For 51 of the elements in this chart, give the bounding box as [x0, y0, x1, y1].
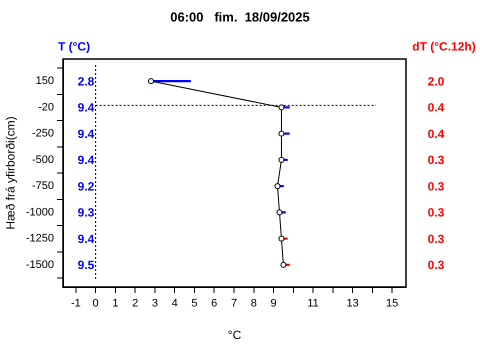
y-tick-label: 150	[36, 75, 54, 88]
y-tick-label: -750	[32, 180, 54, 192]
point	[278, 156, 284, 163]
y-tick-label: -500	[32, 154, 54, 166]
data-label: 0.3	[428, 153, 445, 168]
annotation: 9.4	[78, 232, 95, 246]
x-tick-label: 9	[270, 298, 277, 310]
data-label: 0.3	[428, 179, 445, 194]
y-axis-title: Hæð frá yfirborði(cm)	[4, 116, 18, 230]
y-tick-label: -1000	[26, 206, 54, 218]
point	[280, 262, 286, 268]
x-tick-label: 6	[211, 298, 218, 310]
x-tick-label: 15	[386, 298, 398, 310]
x-tick-label: 5	[191, 298, 198, 310]
annotation: 9.3	[78, 206, 95, 220]
x-tick-label: 0	[92, 298, 99, 310]
x-tick-label: 11	[307, 298, 319, 310]
annotation: 9.4	[78, 100, 95, 115]
x-tick-label: 7	[230, 298, 238, 310]
x-tick-label: 2	[132, 298, 138, 310]
data-label: 0.4	[428, 126, 445, 141]
data-label: 0.3	[428, 232, 445, 246]
x-tick-label: 1	[112, 298, 118, 310]
x-tick-label: 8	[250, 298, 257, 310]
x-tick-label: 3	[152, 298, 158, 310]
point	[148, 78, 154, 84]
point	[278, 130, 284, 137]
point	[274, 183, 280, 190]
x-tick-label: 4	[172, 298, 178, 310]
data-label: 0.3	[428, 206, 445, 220]
point	[278, 236, 284, 242]
data-label: 0.3	[428, 258, 445, 272]
point	[276, 209, 282, 216]
chart-title: 06:00 fim. 18/09/2025	[170, 10, 310, 25]
data-label: 2.0	[428, 74, 445, 88]
annotation: 2.8	[78, 74, 95, 88]
x-tick-label: 13	[346, 298, 359, 310]
y-tick-label: -1500	[26, 258, 54, 271]
x-tick-label: -1	[70, 298, 81, 310]
annotation: 9.5	[78, 258, 95, 272]
annotation: 9.4	[78, 153, 95, 168]
y-tick-label: -1250	[26, 232, 54, 245]
annotation: 9.4	[78, 126, 95, 141]
annotation: 9.2	[78, 179, 95, 194]
x-axis-title: °C	[228, 328, 242, 342]
text: T (°C)	[58, 39, 90, 54]
y-tick-label: -20	[38, 101, 54, 114]
y-tick-label: -250	[32, 128, 54, 140]
text: dT (°C.12h)	[412, 39, 476, 54]
point	[278, 104, 284, 110]
data-label: 0.4	[428, 100, 445, 115]
